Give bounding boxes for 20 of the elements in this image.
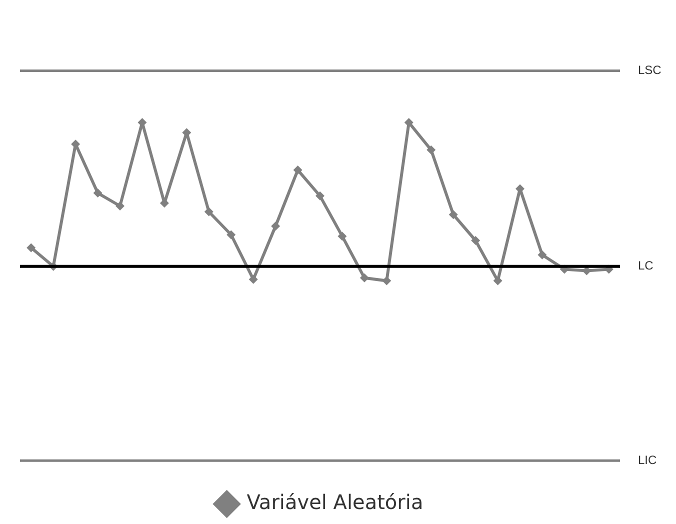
point [116, 201, 124, 210]
point [271, 222, 280, 231]
point [26, 243, 36, 252]
point [316, 191, 324, 200]
ref-line-label: LSC [638, 63, 662, 78]
point [382, 276, 392, 286]
point [204, 207, 214, 216]
point [338, 232, 347, 241]
legend-label: Variável Aleatória [246, 490, 424, 514]
point [448, 210, 458, 220]
point [226, 230, 236, 240]
point [360, 273, 369, 282]
ref-line-label: LIC [638, 452, 658, 467]
point [426, 145, 436, 154]
point [538, 250, 547, 260]
ref-line-label: LC [638, 258, 654, 273]
point [471, 236, 480, 246]
point [93, 188, 102, 198]
point [248, 274, 258, 284]
point [293, 166, 302, 175]
